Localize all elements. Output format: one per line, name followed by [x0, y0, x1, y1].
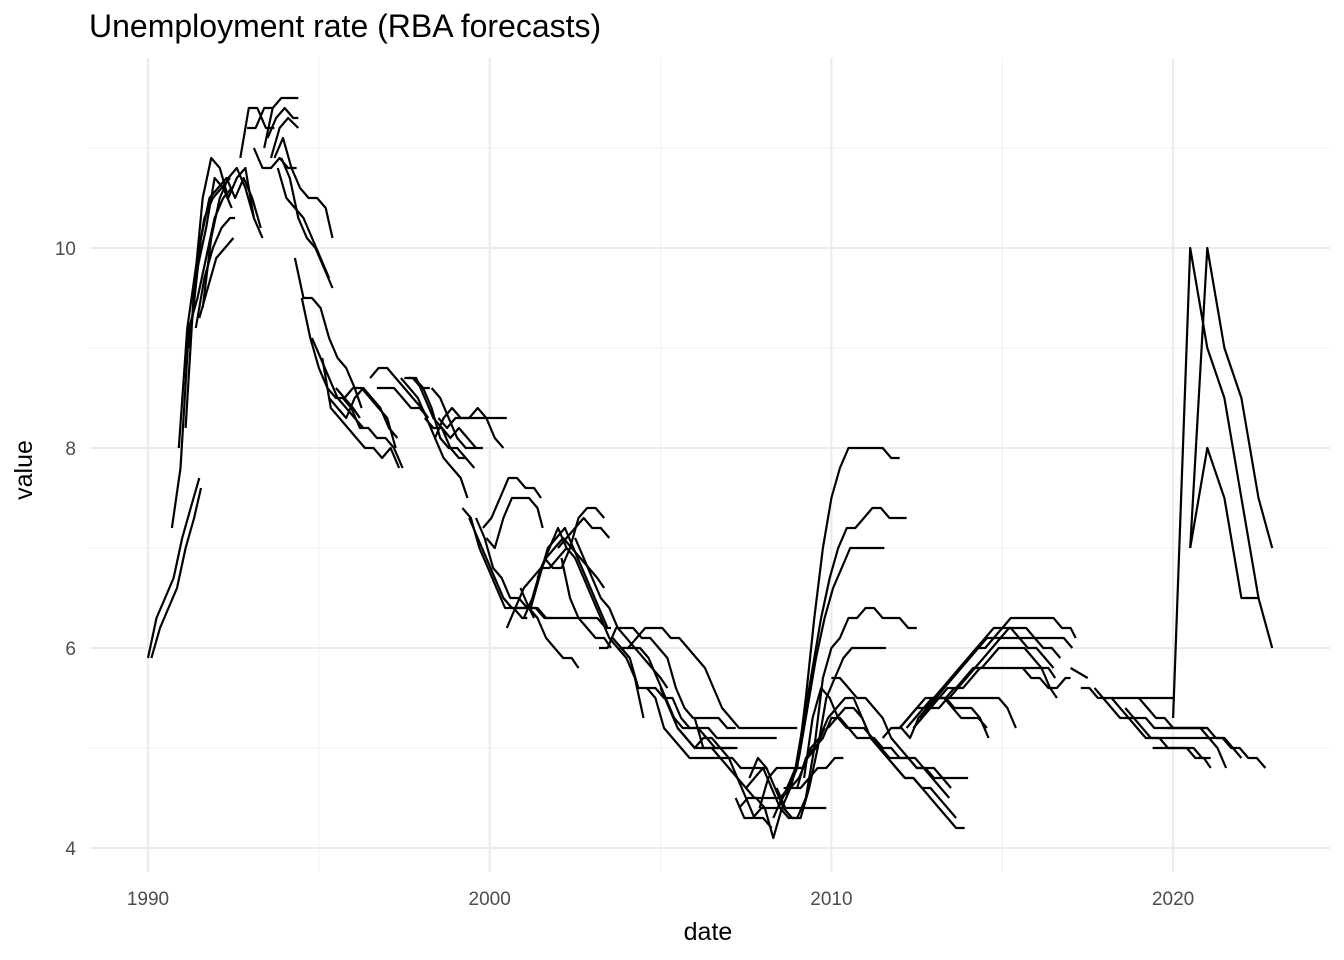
- forecast-line-86: [1124, 707, 1211, 760]
- forecast-line-24: [328, 386, 399, 439]
- forecast-line-85: [1110, 697, 1267, 769]
- forecast-line-20: [293, 257, 363, 409]
- y-tick-label: 10: [55, 239, 76, 260]
- series-group: [146, 96, 1274, 840]
- y-tick-label: 6: [65, 639, 76, 660]
- forecast-line-91: [1189, 246, 1274, 549]
- forecast-line-26: [341, 397, 404, 469]
- forecast-line-58: [676, 727, 773, 829]
- forecast-line-66: [775, 787, 827, 810]
- forecast-line-69: [803, 686, 951, 799]
- x-axis-title: date: [684, 918, 733, 946]
- forecast-line-31: [413, 377, 476, 469]
- forecast-line-80: [943, 697, 988, 729]
- forecast-line-12: [247, 106, 273, 130]
- forecast-line-16: [252, 147, 297, 170]
- forecast-line-13: [263, 96, 299, 149]
- forecast-line-32: [430, 387, 483, 450]
- forecast-line-35: [433, 406, 505, 449]
- forecast-line-56: [646, 687, 767, 770]
- forecast-line-28: [376, 386, 430, 419]
- y-axis-title: value: [10, 440, 38, 500]
- forecast-line-5: [184, 156, 255, 429]
- forecast-line-57: [659, 687, 738, 750]
- forecast-line-49: [557, 516, 611, 549]
- forecast-line-47: [536, 536, 606, 589]
- forecast-line-76: [912, 646, 1058, 729]
- forecast-line-27: [369, 366, 430, 419]
- forecast-line-7: [191, 176, 262, 319]
- x-axis-ticks: 1990 2000 2010 2020: [127, 889, 1194, 910]
- forecast-line-1: [146, 477, 201, 659]
- forecast-line-3: [170, 187, 233, 529]
- forecast-line-36: [437, 416, 507, 430]
- forecast-line-8: [194, 216, 236, 329]
- forecast-line-89: [1166, 726, 1228, 769]
- forecast-line-51: [574, 537, 669, 689]
- forecast-line-23: [321, 357, 401, 469]
- forecast-line-10: [201, 166, 264, 309]
- forecast-line-71: [831, 676, 969, 780]
- forecast-line-74: [898, 626, 1055, 729]
- forecast-line-14: [266, 106, 299, 139]
- forecast-line-39: [474, 517, 552, 620]
- forecast-line-33: [404, 376, 430, 390]
- forecast-line-42: [502, 597, 611, 630]
- forecast-line-62: [745, 606, 917, 820]
- forecast-line-48: [543, 506, 606, 570]
- forecast-line-19: [280, 157, 334, 289]
- forecast-line-52: [599, 626, 736, 730]
- forecast-line-2: [150, 487, 203, 659]
- forecast-line-88: [1152, 746, 1212, 769]
- forecast-line-40: [482, 476, 542, 529]
- forecast-line-78: [930, 696, 1017, 729]
- forecast-line-25: [335, 386, 397, 449]
- y-tick-label: 4: [65, 839, 76, 860]
- forecast-line-67: [783, 756, 844, 790]
- forecast-line-79: [937, 696, 990, 739]
- grid: [90, 58, 1330, 872]
- forecast-line-53: [611, 637, 733, 750]
- chart-title: Unemployment rate (RBA forecasts): [89, 8, 602, 44]
- forecast-line-92: [1189, 446, 1259, 600]
- x-tick-label: 2020: [1152, 889, 1194, 910]
- forecast-line-84: [1093, 687, 1206, 730]
- y-axis-ticks: 4 6 8 10: [55, 239, 77, 860]
- forecast-line-54: [619, 626, 798, 730]
- forecast-line-81: [1021, 667, 1071, 690]
- forecast-line-44: [519, 587, 580, 669]
- forecast-line-63: [748, 646, 887, 820]
- forecast-line-61: [738, 546, 885, 840]
- forecast-line-50: [560, 557, 612, 649]
- x-tick-label: 1990: [127, 889, 169, 910]
- forecast-line-43: [505, 547, 568, 629]
- forecast-line-41: [485, 496, 544, 550]
- forecast-line-82: [1070, 667, 1089, 679]
- y-tick-label: 8: [65, 439, 76, 460]
- forecast-line-55: [623, 646, 777, 740]
- x-tick-label: 2010: [810, 889, 852, 910]
- forecast-line-17: [273, 136, 334, 239]
- forecast-line-15: [269, 116, 300, 159]
- forecast-line-75: [905, 626, 1062, 729]
- x-tick-label: 2000: [469, 889, 511, 910]
- forecast-line-83: [1080, 686, 1174, 700]
- forecast-line-59: [693, 446, 900, 800]
- forecast-line-73: [892, 636, 1074, 740]
- forecast-line-70: [827, 706, 957, 819]
- forecast-line-34: [423, 417, 477, 449]
